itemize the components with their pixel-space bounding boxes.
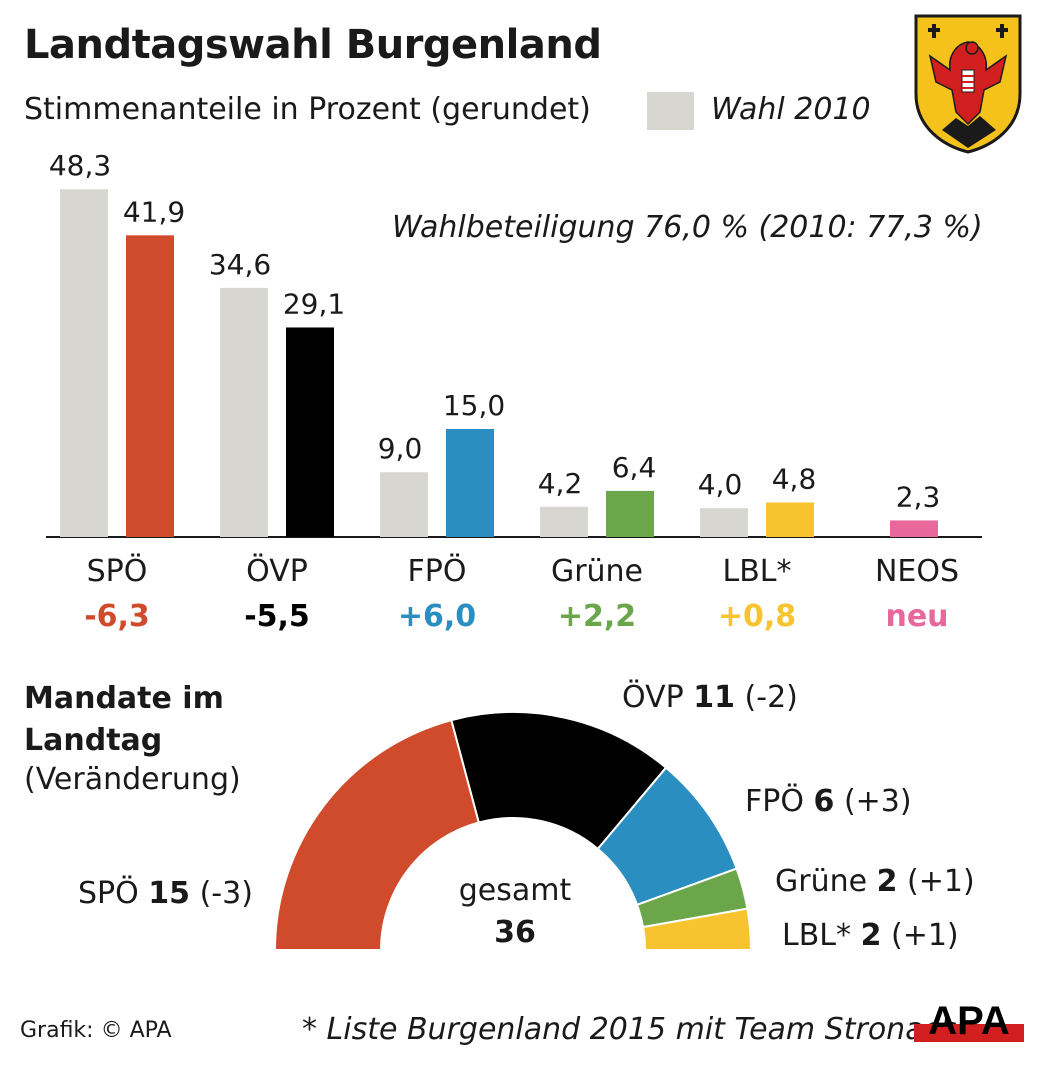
bar-2015 — [766, 502, 814, 537]
bar-2015 — [890, 520, 938, 537]
legend-swatch-2010 — [647, 92, 694, 130]
turnout-text: Wahlbeteiligung 76,0 % (2010: 77,3 %) — [392, 210, 983, 245]
bar-2015 — [606, 490, 654, 537]
seat-change: (-3) — [199, 876, 253, 911]
seat-total-label: gesamt — [458, 873, 572, 908]
seat-count: 15 — [148, 876, 191, 911]
seat-count: 2 — [876, 864, 898, 899]
change-label: +2,2 — [558, 599, 636, 634]
category-label: ÖVP — [246, 553, 308, 589]
seat-change: (-2) — [744, 680, 798, 715]
bar-2010 — [220, 287, 268, 537]
apa-logo-text: APA — [928, 999, 1009, 1042]
change-label: +0,8 — [718, 599, 796, 634]
coat-of-arms-icon — [914, 14, 1022, 154]
chart-title: Landtagswahl Burgenland — [24, 22, 602, 68]
change-label: +6,0 — [398, 599, 476, 634]
bar-2010 — [380, 472, 428, 537]
category-label: Grüne — [551, 554, 643, 589]
bar-value-label-2015: 2,3 — [896, 480, 941, 513]
seat-change: (+1) — [890, 918, 959, 953]
mandate-subtitle: (Veränderung) — [24, 762, 241, 797]
party-name: Grüne — [775, 864, 868, 899]
change-label: neu — [885, 599, 948, 634]
bar-2010 — [540, 506, 588, 537]
bar-value-label-2010: 9,0 — [378, 432, 423, 465]
seat-segment — [273, 718, 481, 951]
bar-value-label-2015: 6,4 — [612, 451, 657, 484]
category-label: SPÖ — [87, 553, 148, 589]
mandate-title: Mandate im Landtag — [24, 681, 224, 758]
seat-count: 6 — [813, 784, 835, 819]
bar-value-label-2015: 4,8 — [772, 462, 817, 495]
bar-value-label-2010: 4,2 — [538, 467, 583, 500]
seat-count: 2 — [860, 918, 882, 953]
seat-label-gruene: Grüne 2 (+1) — [775, 864, 975, 899]
bar-chart: 48,3 41,9 SPÖ -6,3 34,6 29,1 ÖVP -5,5 9,0 15,0 FPÖ… — [46, 149, 982, 634]
seat-label-spoe: SPÖ 15 (-3) — [78, 876, 253, 911]
seat-segment — [641, 907, 753, 951]
seat-count: 11 — [693, 680, 735, 715]
bar-2015 — [446, 429, 494, 537]
seat-total: gesamt 36 — [430, 870, 600, 954]
legend-label-2010: Wahl 2010 — [711, 92, 871, 127]
bar-value-label-2010: 34,6 — [209, 248, 271, 281]
party-name: SPÖ — [78, 876, 139, 911]
bar-2015 — [286, 327, 334, 537]
party-name: ÖVP — [622, 680, 684, 715]
category-label: LBL* — [722, 554, 791, 589]
seat-distribution-chart — [273, 711, 753, 951]
chart-subtitle: Stimmenanteile in Prozent (gerundet) — [24, 92, 591, 127]
change-label: -6,3 — [84, 599, 150, 634]
category-label: NEOS — [875, 554, 959, 589]
bar-value-label-2015: 29,1 — [283, 287, 345, 320]
bar-value-label-2015: 15,0 — [443, 389, 505, 422]
apa-logo-icon: APA — [914, 999, 1024, 1042]
party-name: FPÖ — [745, 784, 804, 819]
seat-label-oevp: ÖVP 11 (-2) — [622, 680, 798, 715]
footnote: * Liste Burgenland 2015 mit Team Stronac… — [302, 1012, 960, 1047]
seat-change: (+1) — [907, 864, 975, 899]
seat-total-value: 36 — [494, 915, 536, 950]
seat-label-fpoe: FPÖ 6 (+3) — [745, 784, 912, 819]
graphic-credit: Grafik: © APA — [20, 1018, 172, 1043]
bar-2010 — [700, 508, 748, 537]
bar-2015 — [126, 235, 174, 537]
bar-value-label-2015: 41,9 — [123, 195, 185, 228]
change-label: -5,5 — [244, 599, 310, 634]
bar-2010 — [60, 189, 108, 538]
seat-change: (+3) — [843, 784, 912, 819]
bar-value-label-2010: 4,0 — [698, 468, 743, 501]
category-label: FPÖ — [408, 553, 467, 589]
seat-label-lbl: LBL* 2 (+1) — [782, 918, 959, 953]
party-name: LBL* — [782, 918, 852, 953]
bar-value-label-2010: 48,3 — [49, 149, 111, 182]
